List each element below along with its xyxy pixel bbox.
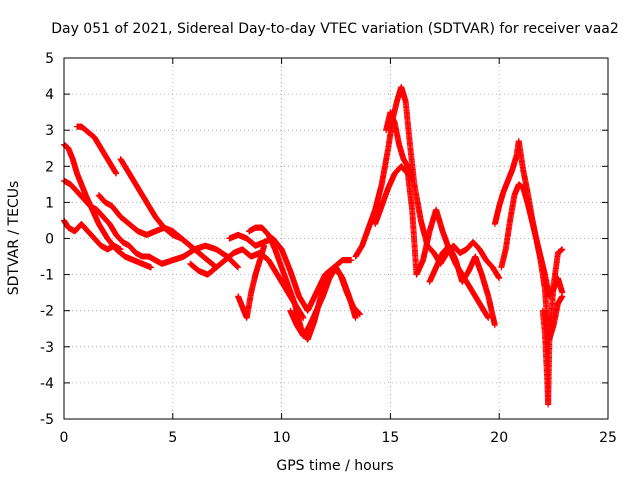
series-track-6 (95, 192, 194, 249)
y-tick-label: 4 (45, 87, 54, 103)
data-marks (61, 83, 566, 408)
x-tick-label: 20 (490, 430, 508, 446)
x-tick-label: 5 (168, 430, 177, 446)
x-axis-label: GPS time / hours (276, 458, 393, 474)
data-point (113, 170, 120, 177)
data-point (117, 246, 124, 253)
x-tick-label: 25 (599, 430, 617, 446)
y-tick-label: 0 (45, 232, 54, 248)
series-track-9 (235, 242, 268, 321)
y-tick-label: -4 (40, 376, 54, 392)
y-axis-label: SDTVAR / TECUs (6, 181, 22, 296)
x-tick-label: 10 (273, 430, 291, 446)
x-tick-label: 15 (381, 430, 399, 446)
data-point (187, 242, 194, 249)
chart-title: Day 051 of 2021, Sidereal Day-to-day VTE… (51, 21, 619, 37)
data-point (300, 314, 307, 321)
x-tick-label: 0 (60, 430, 69, 446)
y-tick-label: 2 (45, 159, 54, 175)
data-point (348, 257, 355, 264)
y-tick-label: -1 (40, 268, 54, 284)
data-point (261, 242, 268, 249)
y-tick-label: 3 (45, 123, 54, 139)
data-point (235, 264, 242, 271)
series-track-2 (74, 123, 120, 177)
y-tick-label: -2 (40, 304, 54, 320)
y-tick-label: 1 (45, 195, 54, 211)
y-tick-label: -5 (40, 412, 54, 428)
y-tick-label: 5 (45, 51, 54, 67)
series-track-4 (61, 217, 124, 253)
y-tick-label: -3 (40, 340, 54, 356)
data-point (148, 264, 155, 271)
